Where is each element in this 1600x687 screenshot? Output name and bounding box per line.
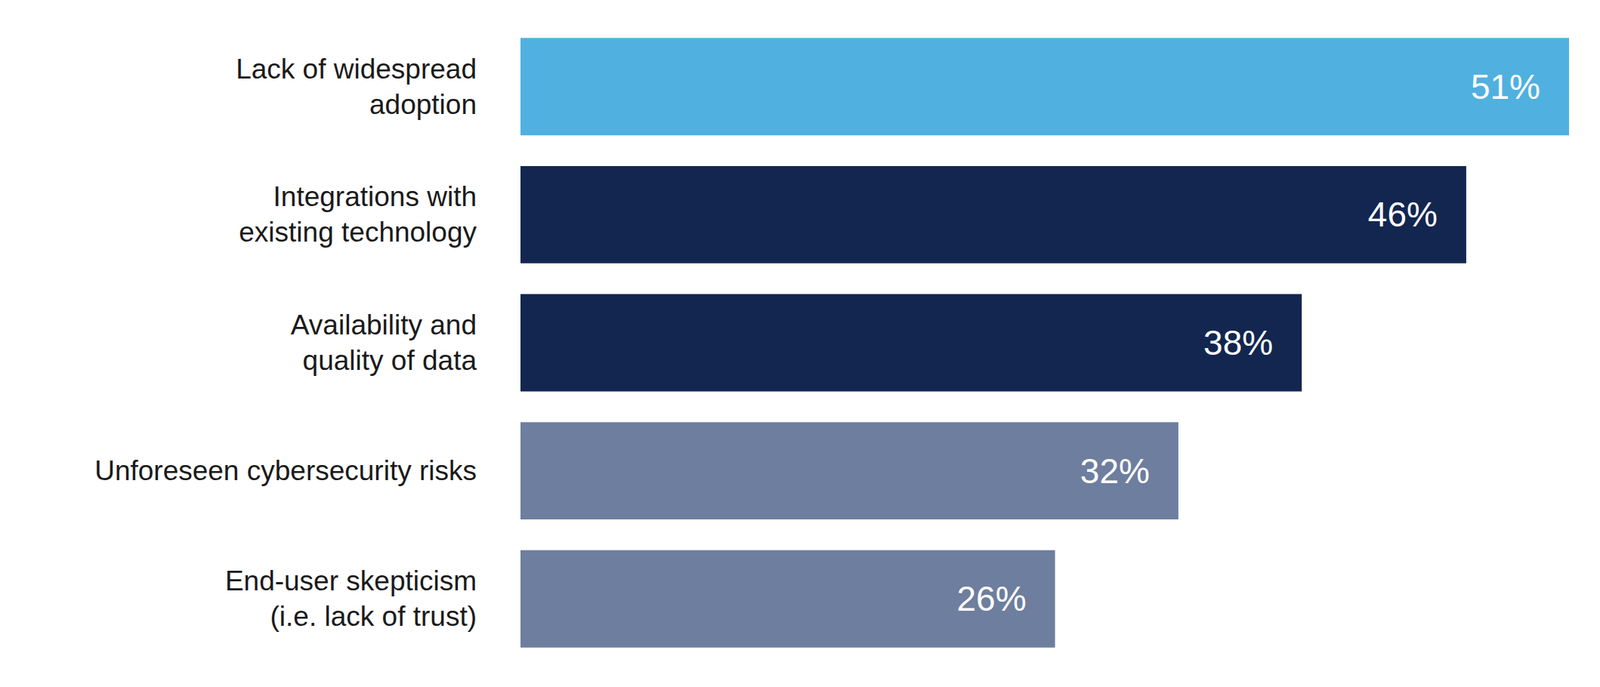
svg-text:26%: 26% <box>957 579 1027 619</box>
svg-text:End-user skepticism: End-user skepticism <box>225 565 477 597</box>
svg-text:Availability and: Availability and <box>290 309 477 341</box>
svg-text:46%: 46% <box>1368 194 1438 235</box>
svg-text:(i.e. lack of trust): (i.e. lack of trust) <box>270 601 477 633</box>
svg-text:32%: 32% <box>1080 451 1150 492</box>
svg-text:Unforeseen cybersecurity risks: Unforeseen cybersecurity risks <box>94 455 477 487</box>
svg-text:existing technology: existing technology <box>238 216 477 248</box>
svg-text:Lack of widespread: Lack of widespread <box>235 53 477 85</box>
svg-text:51%: 51% <box>1470 67 1541 107</box>
svg-text:38%: 38% <box>1203 323 1273 363</box>
svg-text:Integrations with: Integrations with <box>273 181 477 213</box>
svg-text:quality of data: quality of data <box>302 345 478 377</box>
svg-text:adoption: adoption <box>369 89 477 121</box>
